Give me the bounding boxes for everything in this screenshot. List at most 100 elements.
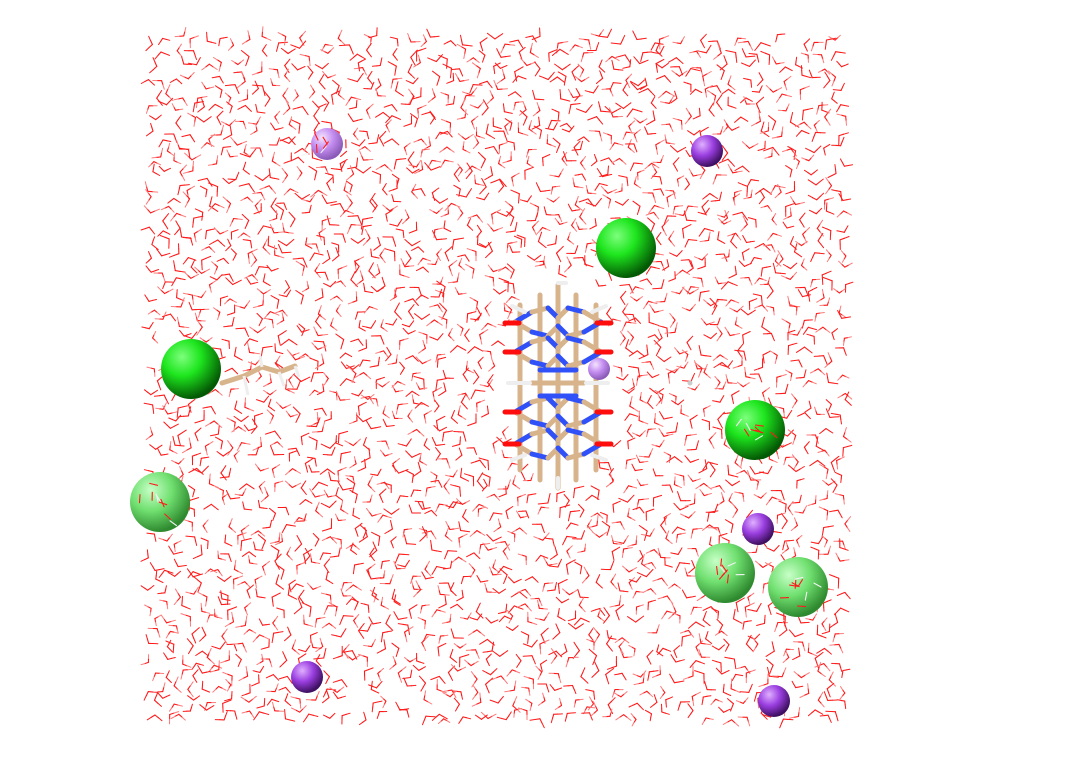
water-molecule: [839, 538, 849, 551]
water-molecule: [711, 485, 725, 493]
water-bond: [719, 566, 726, 574]
water-molecule: [426, 28, 440, 38]
water-molecule: [194, 266, 211, 274]
water-bond: [158, 501, 168, 506]
water-molecule: [785, 369, 793, 382]
water-molecule: [363, 667, 374, 681]
water-molecule: [252, 294, 265, 309]
water-molecule: [732, 608, 743, 624]
water-molecule: [807, 642, 818, 657]
water-molecule: [215, 85, 223, 98]
water-molecule: [598, 101, 612, 113]
water-molecule: [766, 658, 774, 674]
water-molecule: [741, 248, 750, 261]
water-molecule: [284, 693, 292, 707]
water-molecule: [655, 139, 665, 155]
water-molecule: [239, 148, 257, 158]
water-molecule: [333, 280, 346, 288]
water-molecule: [730, 233, 738, 249]
water-molecule: [240, 50, 250, 67]
water-molecule: [227, 171, 240, 181]
water-molecule: [560, 643, 568, 657]
water-molecule: [144, 604, 152, 617]
water-molecule: [390, 536, 397, 549]
water-molecule: [383, 508, 400, 515]
water-molecule: [414, 160, 424, 174]
water-molecule: [256, 312, 263, 327]
water-molecule: [288, 116, 297, 130]
water-molecule: [831, 91, 838, 104]
water-molecule: [486, 32, 504, 40]
water-molecule: [790, 196, 805, 206]
water-molecule: [586, 638, 595, 651]
water-molecule: [711, 608, 720, 619]
water-molecule: [193, 228, 202, 243]
water-molecule: [315, 353, 325, 369]
water-molecule: [180, 613, 191, 627]
water-molecule: [789, 112, 800, 128]
water-molecule: [256, 697, 266, 709]
water-molecule: [244, 397, 255, 412]
water-molecule: [577, 136, 590, 143]
water-molecule: [405, 450, 421, 458]
water-molecule: [481, 405, 489, 418]
water-molecule: [813, 355, 828, 365]
water-molecule: [834, 493, 845, 505]
water-molecule: [332, 536, 343, 549]
water-molecule: [576, 104, 593, 113]
water-molecule: [703, 299, 720, 307]
water-molecule: [717, 411, 725, 429]
water-molecule: [253, 541, 264, 551]
water-molecule: [332, 645, 343, 660]
water-molecule: [745, 634, 754, 652]
water-molecule: [826, 682, 835, 698]
water-molecule: [429, 110, 436, 125]
water-molecule: [671, 526, 686, 534]
water-molecule: [658, 90, 676, 99]
water-molecule: [743, 189, 753, 200]
water-molecule: [226, 149, 238, 158]
water-molecule: [478, 50, 486, 63]
water-molecule: [375, 350, 389, 359]
water-molecule: [274, 110, 281, 124]
water-molecule: [187, 485, 196, 498]
water-molecule: [182, 160, 194, 174]
water-molecule: [140, 654, 150, 666]
water-molecule: [516, 510, 529, 519]
water-molecule: [725, 374, 737, 384]
water-molecule: [216, 110, 224, 126]
water-molecule: [225, 490, 241, 500]
water-molecule: [493, 288, 507, 295]
water-molecule: [310, 553, 321, 564]
water-molecule: [479, 80, 493, 89]
water-molecule: [464, 328, 470, 343]
water-molecule: [219, 591, 229, 605]
water-molecule: [277, 238, 295, 247]
water-molecule: [414, 313, 430, 320]
water-molecule: [829, 574, 840, 589]
water-molecule: [698, 648, 711, 658]
water-molecule: [550, 648, 558, 664]
water-molecule: [837, 310, 851, 319]
water-molecule: [171, 277, 186, 287]
water-molecule: [724, 656, 737, 670]
water-molecule: [192, 465, 209, 474]
water-molecule: [825, 202, 835, 215]
water-molecule: [821, 617, 828, 631]
water-molecule: [255, 588, 266, 599]
water-molecule: [447, 665, 456, 681]
water-molecule: [807, 495, 817, 506]
water-molecule: [151, 147, 164, 159]
water-molecule: [622, 388, 635, 394]
water-molecule: [403, 142, 411, 156]
water-molecule: [267, 235, 278, 250]
water-molecule: [468, 563, 476, 578]
water-molecule: [475, 602, 484, 619]
water-molecule: [622, 303, 630, 320]
water-molecule: [785, 181, 796, 195]
water-molecule: [707, 527, 722, 538]
water-molecule: [476, 224, 482, 238]
water-molecule: [315, 313, 322, 329]
water-molecule: [639, 278, 653, 286]
water-molecule: [606, 635, 613, 652]
